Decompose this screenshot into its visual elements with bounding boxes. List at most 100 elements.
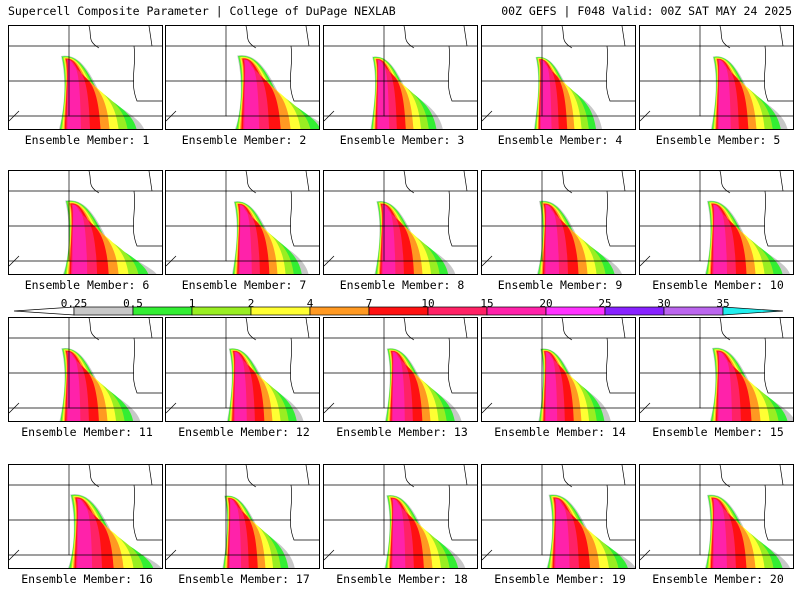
state-border	[482, 81, 543, 117]
header-title: Supercell Composite Parameter | College …	[8, 4, 396, 18]
state-border	[324, 402, 335, 414]
ensemble-member-label: Ensemble Member: 11	[21, 425, 153, 439]
scale-tick-label: 25	[598, 297, 612, 310]
state-border	[9, 485, 70, 521]
state-border	[132, 190, 162, 247]
state-border	[779, 171, 784, 192]
state-border	[605, 190, 635, 247]
state-border	[763, 337, 793, 394]
ensemble-map-panel	[323, 464, 478, 569]
scale-color-segment	[309, 306, 370, 316]
ensemble-member-label: Ensemble Member: 7	[181, 278, 307, 292]
ensemble-member-label: Ensemble Member: 2	[181, 133, 307, 147]
scp-map	[9, 26, 162, 129]
state-border	[482, 171, 543, 192]
state-border	[166, 465, 227, 486]
ensemble-member-label: Ensemble Member: 14	[494, 425, 626, 439]
state-border	[640, 318, 701, 339]
state-border	[305, 171, 310, 192]
state-border	[9, 402, 20, 414]
state-border	[166, 373, 227, 409]
state-border	[132, 484, 162, 541]
scp-map	[640, 171, 793, 274]
state-border	[245, 26, 257, 49]
state-border	[245, 465, 257, 488]
scp-contour-fill	[234, 352, 247, 421]
scp-contour-fill	[540, 60, 552, 129]
state-border	[482, 318, 543, 339]
state-border	[166, 110, 177, 122]
ensemble-map-panel	[639, 317, 794, 422]
state-border	[324, 255, 335, 267]
ensemble-map-panel	[165, 317, 320, 422]
state-border	[763, 45, 793, 102]
state-border	[9, 46, 70, 82]
ensemble-member-label: Ensemble Member: 8	[339, 278, 465, 292]
state-border	[166, 318, 227, 339]
state-border	[621, 171, 626, 192]
scp-map	[640, 26, 793, 129]
state-border	[482, 226, 543, 262]
state-border	[166, 26, 227, 47]
scale-color-segment	[604, 306, 665, 316]
scp-contour-fill	[72, 205, 88, 274]
state-border	[9, 226, 70, 262]
state-border	[482, 191, 543, 227]
state-border	[9, 191, 70, 227]
state-border	[640, 226, 701, 262]
state-border	[324, 171, 385, 192]
state-border	[640, 171, 701, 192]
scp-map	[640, 465, 793, 568]
header-valid-time: 00Z GEFS | F048 Valid: 00Z SAT MAY 24 20…	[501, 4, 792, 18]
ensemble-member-label: Ensemble Member: 5	[655, 133, 781, 147]
scp-contour-fill	[382, 205, 396, 274]
state-border	[324, 338, 385, 374]
state-border	[640, 110, 651, 122]
scp-contour-fill	[545, 352, 558, 421]
scp-map	[324, 318, 477, 421]
ensemble-member-label: Ensemble Member: 19	[494, 572, 626, 586]
state-border	[324, 110, 335, 122]
state-border	[779, 318, 784, 339]
ensemble-map-panel	[8, 25, 163, 130]
state-border	[9, 465, 70, 486]
state-border	[561, 465, 573, 488]
state-border	[640, 402, 651, 414]
state-border	[166, 338, 227, 374]
state-border	[9, 171, 70, 192]
state-border	[289, 45, 319, 102]
ensemble-map-panel	[481, 170, 636, 275]
scp-map	[166, 26, 319, 129]
scp-map	[482, 171, 635, 274]
state-border	[640, 485, 701, 521]
state-border	[605, 45, 635, 102]
scp-map	[166, 171, 319, 274]
ensemble-map-panel	[323, 170, 478, 275]
scp-contour-fill	[718, 60, 731, 129]
state-border	[482, 338, 543, 374]
state-border	[482, 465, 543, 486]
state-border	[561, 171, 573, 194]
scp-map	[324, 171, 477, 274]
scale-tick-label: 20	[539, 297, 553, 310]
ensemble-map-panel	[165, 25, 320, 130]
state-border	[9, 318, 70, 339]
scp-contour-fill	[239, 205, 252, 274]
state-border	[9, 520, 70, 556]
state-border	[324, 520, 385, 556]
state-border	[640, 191, 701, 227]
state-border	[561, 26, 573, 49]
state-border	[719, 318, 731, 341]
state-border	[447, 190, 477, 247]
ensemble-member-label: Ensemble Member: 9	[497, 278, 623, 292]
scale-right-arrow	[722, 306, 784, 316]
state-border	[403, 171, 415, 194]
scale-tick-label: 2	[247, 297, 255, 310]
state-border	[166, 226, 227, 262]
scp-map	[482, 465, 635, 568]
ensemble-member-label: Ensemble Member: 13	[336, 425, 468, 439]
state-border	[324, 549, 335, 561]
ensemble-member-label: Ensemble Member: 17	[178, 572, 310, 586]
ensemble-map-panel	[639, 25, 794, 130]
state-border	[640, 520, 701, 556]
